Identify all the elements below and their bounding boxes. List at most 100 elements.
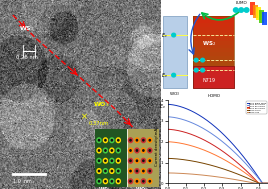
Circle shape (136, 170, 137, 172)
WO3 30s (259, 182, 262, 184)
Circle shape (105, 160, 106, 161)
Circle shape (97, 158, 101, 163)
Circle shape (149, 150, 150, 151)
Circle shape (143, 160, 144, 161)
Text: $E_c$: $E_c$ (234, 31, 240, 39)
Circle shape (148, 179, 152, 184)
Circle shape (98, 180, 100, 182)
Bar (193, 52, 234, 56)
Circle shape (118, 160, 119, 161)
Bar (193, 16, 234, 20)
WO3 plain (229, 170, 232, 172)
Circle shape (110, 169, 114, 173)
Line: WO3 30s: WO3 30s (168, 173, 268, 183)
Circle shape (135, 179, 139, 184)
Circle shape (103, 179, 107, 184)
Bar (163, 16, 187, 88)
Circle shape (105, 139, 106, 141)
Circle shape (136, 160, 137, 161)
Circle shape (148, 148, 152, 153)
Text: LUMO: LUMO (235, 1, 247, 5)
Circle shape (130, 180, 131, 182)
Circle shape (97, 138, 101, 143)
Bar (193, 49, 234, 52)
Bar (193, 56, 234, 59)
Circle shape (149, 180, 150, 182)
WS2 60s WO3 (257, 182, 260, 184)
Circle shape (103, 148, 107, 153)
Circle shape (172, 73, 176, 77)
Circle shape (128, 158, 133, 163)
Circle shape (97, 179, 101, 184)
Circle shape (149, 170, 150, 172)
WS2 plain WO3 (226, 138, 230, 140)
WS2 plain WO3 (261, 182, 264, 184)
Circle shape (130, 150, 131, 151)
WO3 30s (229, 178, 232, 180)
WS2 30s WO3 (252, 171, 255, 174)
WO3 plain (227, 170, 230, 172)
Circle shape (98, 139, 100, 141)
Text: WO$_3$: WO$_3$ (93, 100, 110, 109)
Circle shape (130, 160, 131, 161)
Circle shape (141, 148, 146, 153)
Circle shape (135, 138, 139, 143)
WS2 60s WO3 (226, 154, 230, 156)
WS2 60s WO3 (166, 128, 169, 130)
WS2 plain WO3 (166, 103, 169, 105)
Circle shape (103, 169, 107, 173)
Polygon shape (253, 5, 258, 18)
WO3 30s (252, 182, 255, 184)
WS2 30s WO3 (226, 145, 230, 147)
Text: HOMO: HOMO (208, 94, 221, 98)
Circle shape (97, 169, 101, 173)
Circle shape (111, 170, 113, 172)
Circle shape (172, 33, 176, 37)
WS2 60s WO3 (252, 177, 255, 179)
Circle shape (111, 139, 113, 141)
WS2 30s WO3 (229, 147, 232, 149)
Circle shape (148, 158, 152, 163)
Line: WS2 30s WO3: WS2 30s WO3 (168, 117, 268, 183)
Circle shape (130, 139, 131, 141)
Bar (193, 84, 234, 88)
Circle shape (141, 138, 146, 143)
Text: 0.37nm: 0.37nm (88, 121, 109, 126)
WS2 90s WO3 (166, 141, 169, 143)
Bar (193, 41, 234, 45)
Line: WO3 plain: WO3 plain (168, 158, 268, 183)
Circle shape (143, 170, 144, 172)
Text: $E_v$: $E_v$ (159, 102, 167, 111)
Bar (193, 23, 234, 27)
Circle shape (143, 150, 144, 151)
Line: WS2 60s WO3: WS2 60s WO3 (168, 129, 268, 183)
Polygon shape (259, 9, 264, 22)
Circle shape (143, 180, 144, 182)
Bar (193, 63, 234, 67)
Bar (95, 129, 127, 187)
WS2 90s WO3 (229, 162, 232, 164)
Circle shape (143, 139, 144, 141)
Bar (193, 77, 234, 81)
WS2 plain WO3 (166, 103, 169, 105)
WS2 60s WO3 (229, 156, 232, 158)
Text: WS$_2$: WS$_2$ (98, 185, 111, 189)
Circle shape (239, 8, 244, 12)
Bar (193, 59, 234, 63)
WS2 plain WO3 (259, 179, 262, 181)
Circle shape (194, 58, 198, 62)
WO3 30s (227, 177, 230, 180)
Circle shape (201, 58, 204, 62)
Circle shape (110, 148, 114, 153)
WS2 30s WO3 (166, 116, 169, 118)
WO3 plain (166, 157, 169, 160)
Circle shape (201, 68, 204, 72)
Circle shape (116, 138, 120, 143)
WO3 plain (257, 182, 260, 184)
Line: WS2 plain WO3: WS2 plain WO3 (168, 104, 268, 183)
WO3 30s (226, 177, 230, 180)
WO3 plain (226, 169, 230, 172)
Bar (193, 30, 234, 34)
Text: $E_c$: $E_c$ (161, 31, 168, 40)
Text: 1.0  nm: 1.0 nm (13, 179, 32, 184)
